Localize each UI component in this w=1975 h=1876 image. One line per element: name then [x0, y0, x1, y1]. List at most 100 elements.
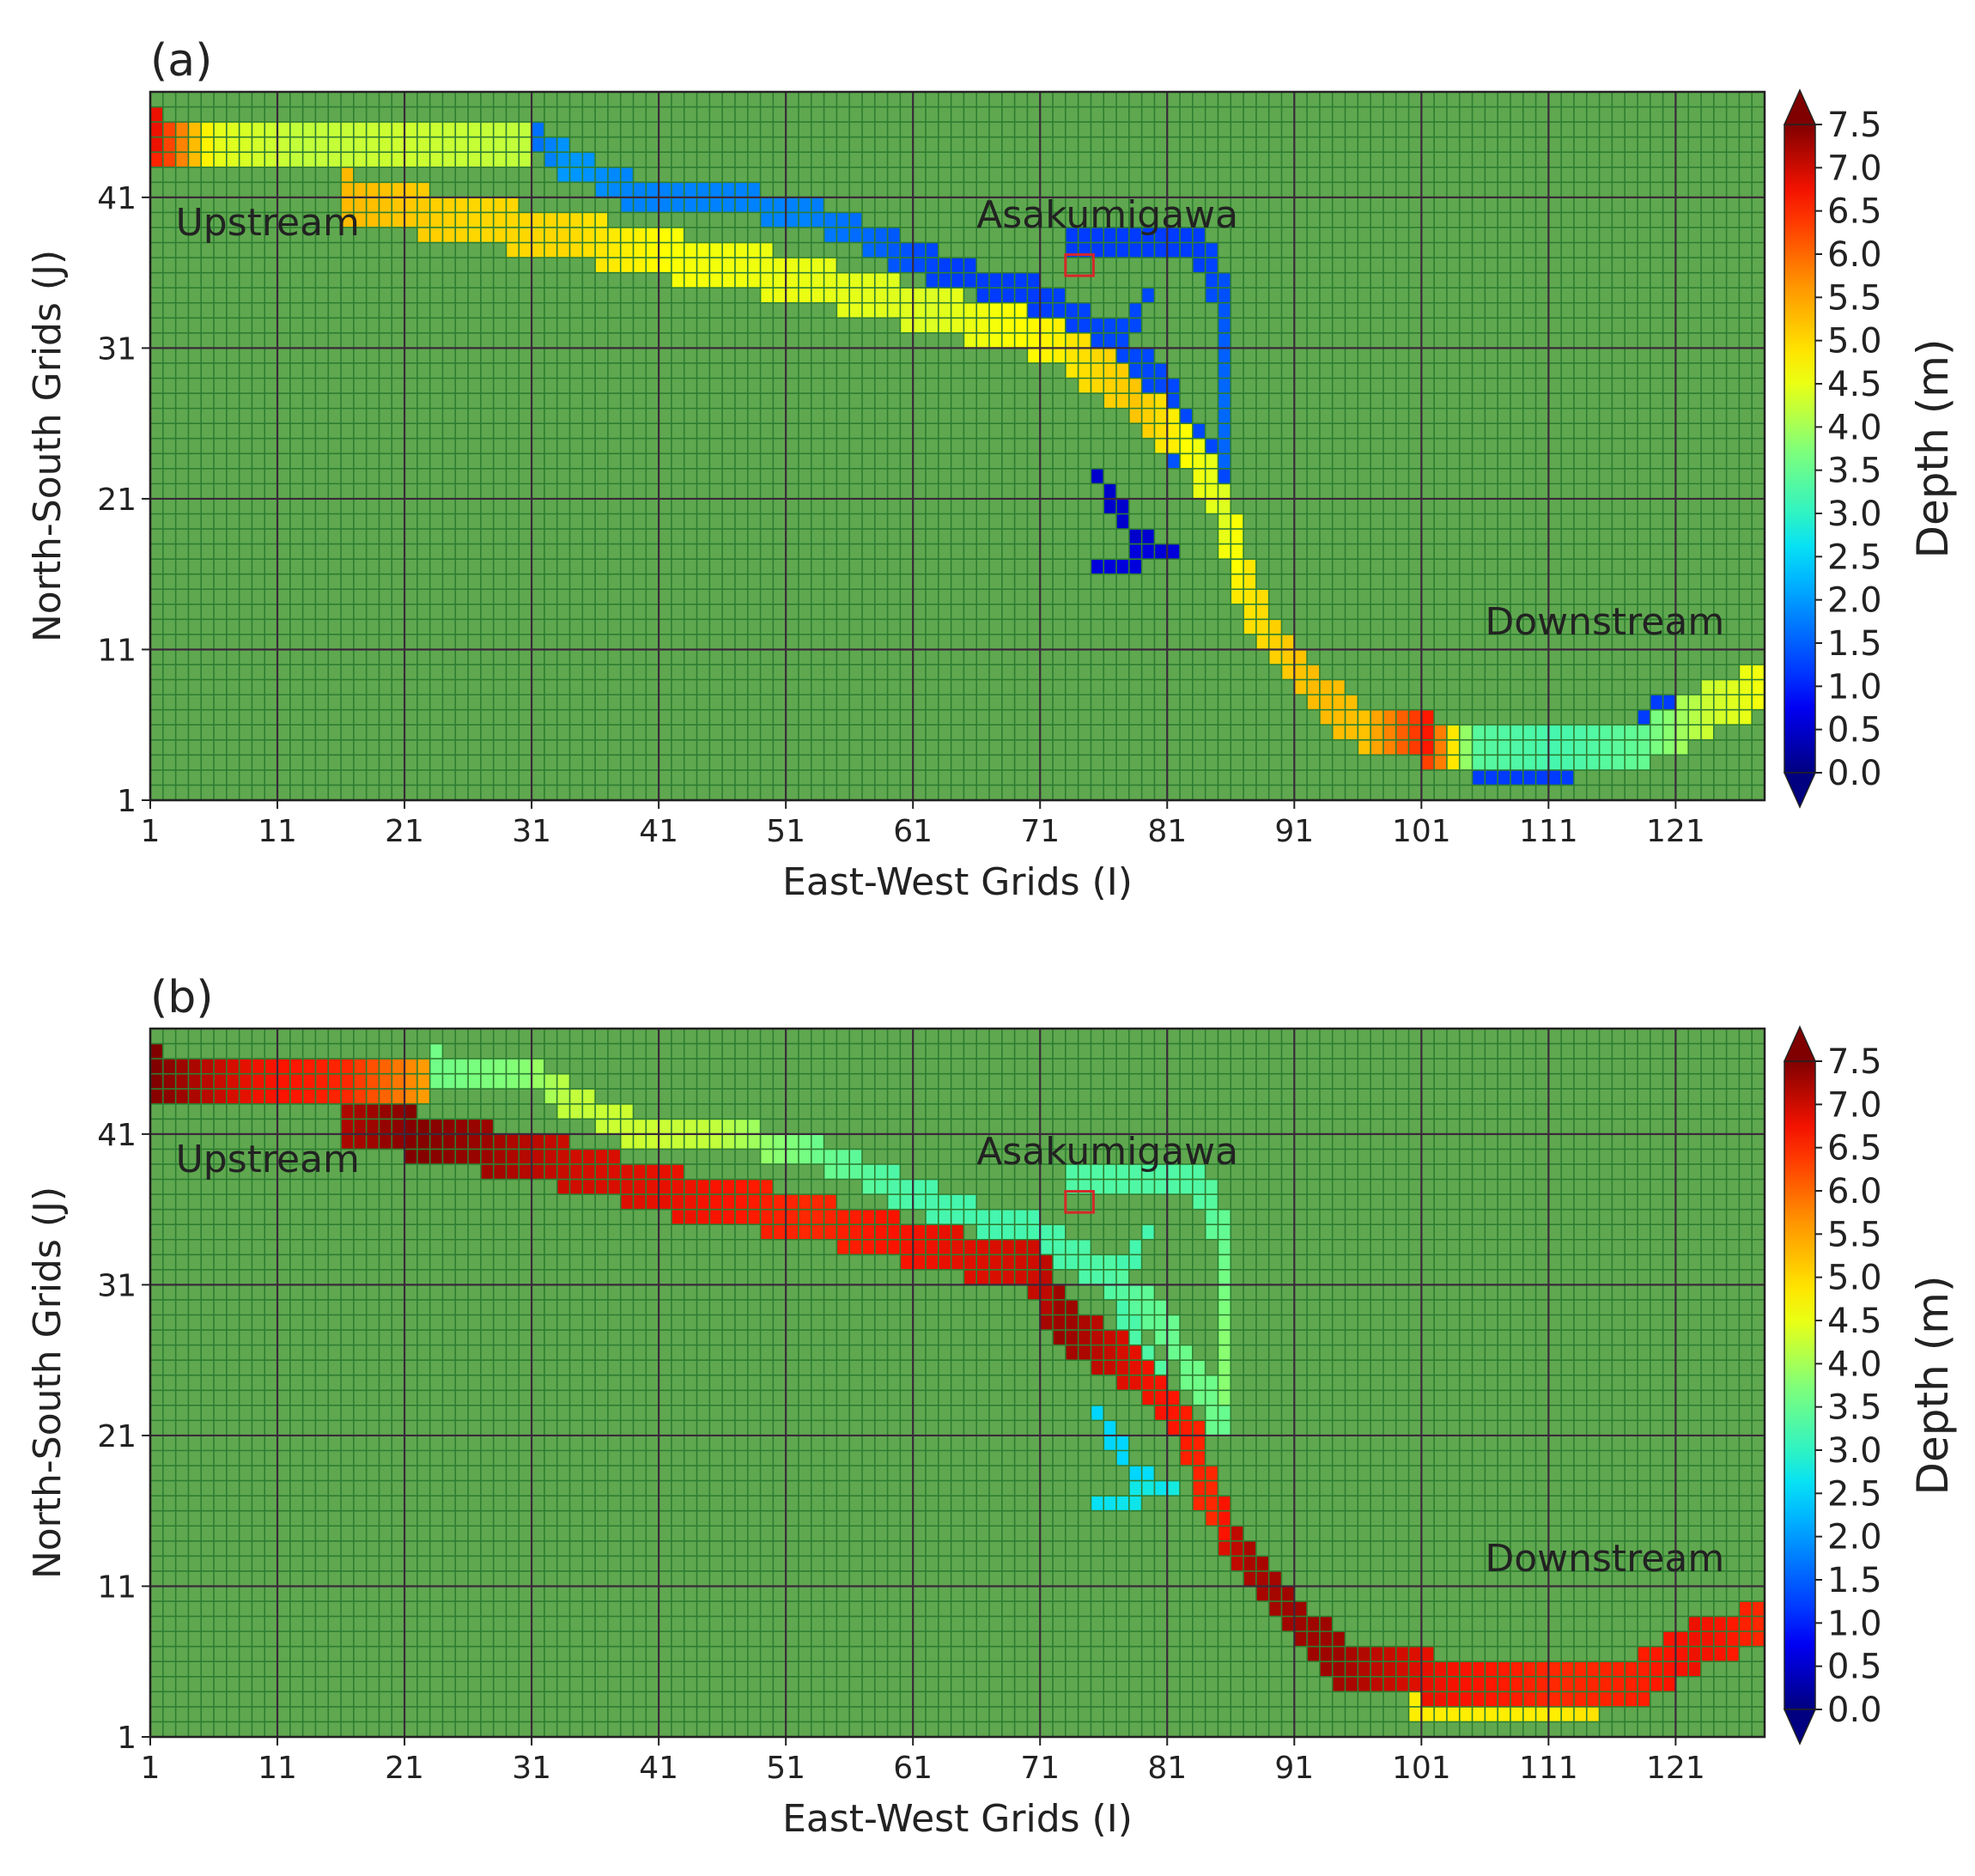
- depth-cell: [252, 152, 265, 168]
- depth-cell: [1637, 755, 1651, 771]
- depth-cell: [201, 1059, 215, 1075]
- depth-cell: [1205, 498, 1218, 514]
- depth-cell: [976, 272, 990, 288]
- depth-cell: [315, 122, 329, 138]
- y-tick-label: 11: [97, 1569, 137, 1605]
- depth-cell: [1218, 483, 1231, 500]
- depth-cell: [429, 212, 443, 228]
- depth-cell: [366, 1073, 380, 1090]
- depth-cell: [341, 1103, 355, 1120]
- depth-cell: [1167, 423, 1181, 440]
- depth-cell: [1294, 1631, 1308, 1648]
- depth-cell: [429, 1043, 443, 1059]
- depth-cell: [1192, 258, 1206, 274]
- depth-cell: [1332, 1631, 1346, 1648]
- depth-cell: [849, 212, 863, 228]
- depth-cell: [659, 242, 672, 258]
- depth-cell: [416, 122, 431, 138]
- depth-cell: [620, 227, 634, 243]
- colorbar-tick-label: 0.0: [1827, 1691, 1882, 1730]
- depth-cell: [556, 1179, 570, 1195]
- depth-cell: [963, 1194, 977, 1211]
- depth-cell: [493, 1163, 507, 1180]
- depth-cell: [1294, 1616, 1308, 1632]
- depth-cell: [544, 1133, 558, 1150]
- depth-cell: [1231, 574, 1244, 590]
- x-tick-label: 91: [1274, 1751, 1314, 1786]
- depth-cell: [1599, 739, 1613, 756]
- depth-cell: [582, 1103, 596, 1120]
- depth-cell: [1014, 1209, 1028, 1225]
- depth-cell: [887, 1224, 901, 1241]
- depth-cell: [773, 288, 787, 304]
- depth-cell: [976, 332, 990, 349]
- depth-cell: [1713, 695, 1727, 711]
- depth-cell: [1027, 1254, 1041, 1271]
- depth-cell: [989, 332, 1003, 349]
- depth-cell: [1091, 1254, 1104, 1271]
- depth-cell: [1307, 679, 1321, 695]
- depth-cell: [1180, 1345, 1194, 1361]
- depth-cell: [659, 1179, 672, 1195]
- x-tick-label: 101: [1392, 814, 1451, 849]
- depth-cell: [468, 212, 482, 228]
- depth-cell: [913, 242, 927, 258]
- depth-cell: [1421, 1691, 1435, 1708]
- depth-cell: [1091, 559, 1104, 575]
- depth-cell: [1180, 1420, 1194, 1436]
- depth-cell: [1218, 468, 1231, 484]
- depth-cell: [1218, 332, 1231, 349]
- depth-cell: [1459, 725, 1473, 741]
- depth-cell: [1205, 453, 1218, 470]
- annotation-label: Asakumigawa: [976, 1130, 1238, 1174]
- depth-cell: [1586, 1676, 1600, 1692]
- depth-cell: [1141, 378, 1155, 394]
- depth-cell: [569, 1163, 583, 1180]
- depth-cell: [1662, 725, 1676, 741]
- depth-cell: [1700, 1616, 1715, 1632]
- depth-cell: [1688, 1616, 1702, 1632]
- plot-frame: [149, 1027, 1766, 1739]
- depth-cell: [1205, 1466, 1218, 1481]
- depth-cell: [328, 1059, 342, 1075]
- depth-cell: [1128, 378, 1143, 394]
- depth-cell: [887, 227, 901, 243]
- depth-cell: [404, 1133, 418, 1150]
- depth-cell: [1535, 1691, 1549, 1708]
- depth-cell: [532, 122, 545, 138]
- depth-cell: [1040, 1254, 1054, 1271]
- depth-cell: [1053, 332, 1066, 349]
- depth-cell: [175, 137, 189, 153]
- depth-cell: [1726, 709, 1740, 726]
- depth-cell: [773, 1194, 787, 1211]
- depth-cell: [951, 288, 964, 304]
- depth-cell: [556, 227, 570, 243]
- depth-cell: [849, 227, 863, 243]
- depth-cell: [1294, 649, 1308, 665]
- depth-cell: [1180, 1163, 1194, 1180]
- depth-cell: [150, 1043, 164, 1059]
- depth-cell: [1128, 543, 1143, 560]
- depth-cell: [544, 1073, 558, 1090]
- depth-cell: [836, 288, 850, 304]
- depth-cell: [429, 227, 443, 243]
- depth-cell: [1167, 408, 1181, 424]
- depth-cell: [1065, 302, 1079, 319]
- depth-cell: [277, 1089, 291, 1105]
- depth-cell: [493, 227, 507, 243]
- depth-cell: [1434, 1676, 1448, 1692]
- depth-cell: [1116, 1496, 1130, 1512]
- depth-cell: [1255, 1556, 1270, 1572]
- depth-cell: [416, 1073, 431, 1090]
- depth-cell: [1141, 529, 1155, 544]
- depth-cells: [150, 106, 1765, 786]
- depth-cell: [341, 1073, 355, 1090]
- depth-cell: [569, 152, 583, 168]
- colorbar-tick-label: 7.5: [1827, 106, 1882, 145]
- depth-cell: [1154, 1330, 1168, 1346]
- depth-cell: [519, 212, 532, 228]
- depth-cell: [963, 258, 977, 274]
- depth-cell: [315, 152, 329, 168]
- depth-cell: [1027, 1239, 1041, 1255]
- depth-cell: [416, 152, 431, 168]
